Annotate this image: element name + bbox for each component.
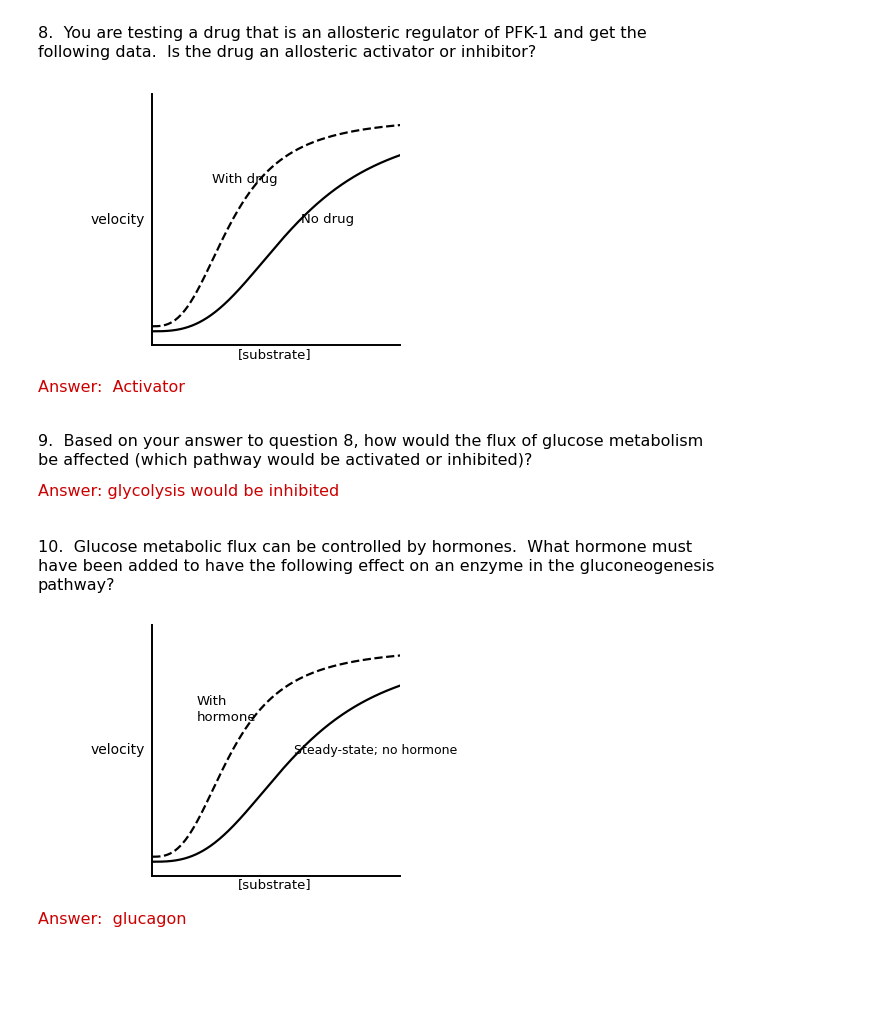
Text: [substrate]: [substrate] [238, 878, 311, 891]
Text: Steady-state; no hormone: Steady-state; no hormone [293, 743, 456, 757]
Text: 8.  You are testing a drug that is an allosteric regulator of PFK-1 and get the: 8. You are testing a drug that is an all… [38, 26, 646, 41]
Text: Answer: glycolysis would be inhibited: Answer: glycolysis would be inhibited [38, 484, 339, 499]
Text: following data.  Is the drug an allosteric activator or inhibitor?: following data. Is the drug an allosteri… [38, 45, 535, 60]
Text: be affected (which pathway would be activated or inhibited)?: be affected (which pathway would be acti… [38, 453, 532, 468]
Text: No drug: No drug [301, 213, 354, 226]
Text: have been added to have the following effect on an enzyme in the gluconeogenesis: have been added to have the following ef… [38, 559, 713, 574]
Text: velocity: velocity [90, 743, 145, 757]
Text: [substrate]: [substrate] [238, 348, 311, 361]
Text: pathway?: pathway? [38, 578, 116, 593]
Text: With drug: With drug [211, 173, 277, 186]
Text: With
hormone: With hormone [196, 695, 256, 724]
Text: Answer:  Activator: Answer: Activator [38, 380, 185, 395]
Text: 10.  Glucose metabolic flux can be controlled by hormones.  What hormone must: 10. Glucose metabolic flux can be contro… [38, 540, 692, 555]
Text: velocity: velocity [90, 213, 145, 227]
Text: Answer:  glucagon: Answer: glucagon [38, 912, 186, 927]
Text: 9.  Based on your answer to question 8, how would the flux of glucose metabolism: 9. Based on your answer to question 8, h… [38, 434, 702, 449]
